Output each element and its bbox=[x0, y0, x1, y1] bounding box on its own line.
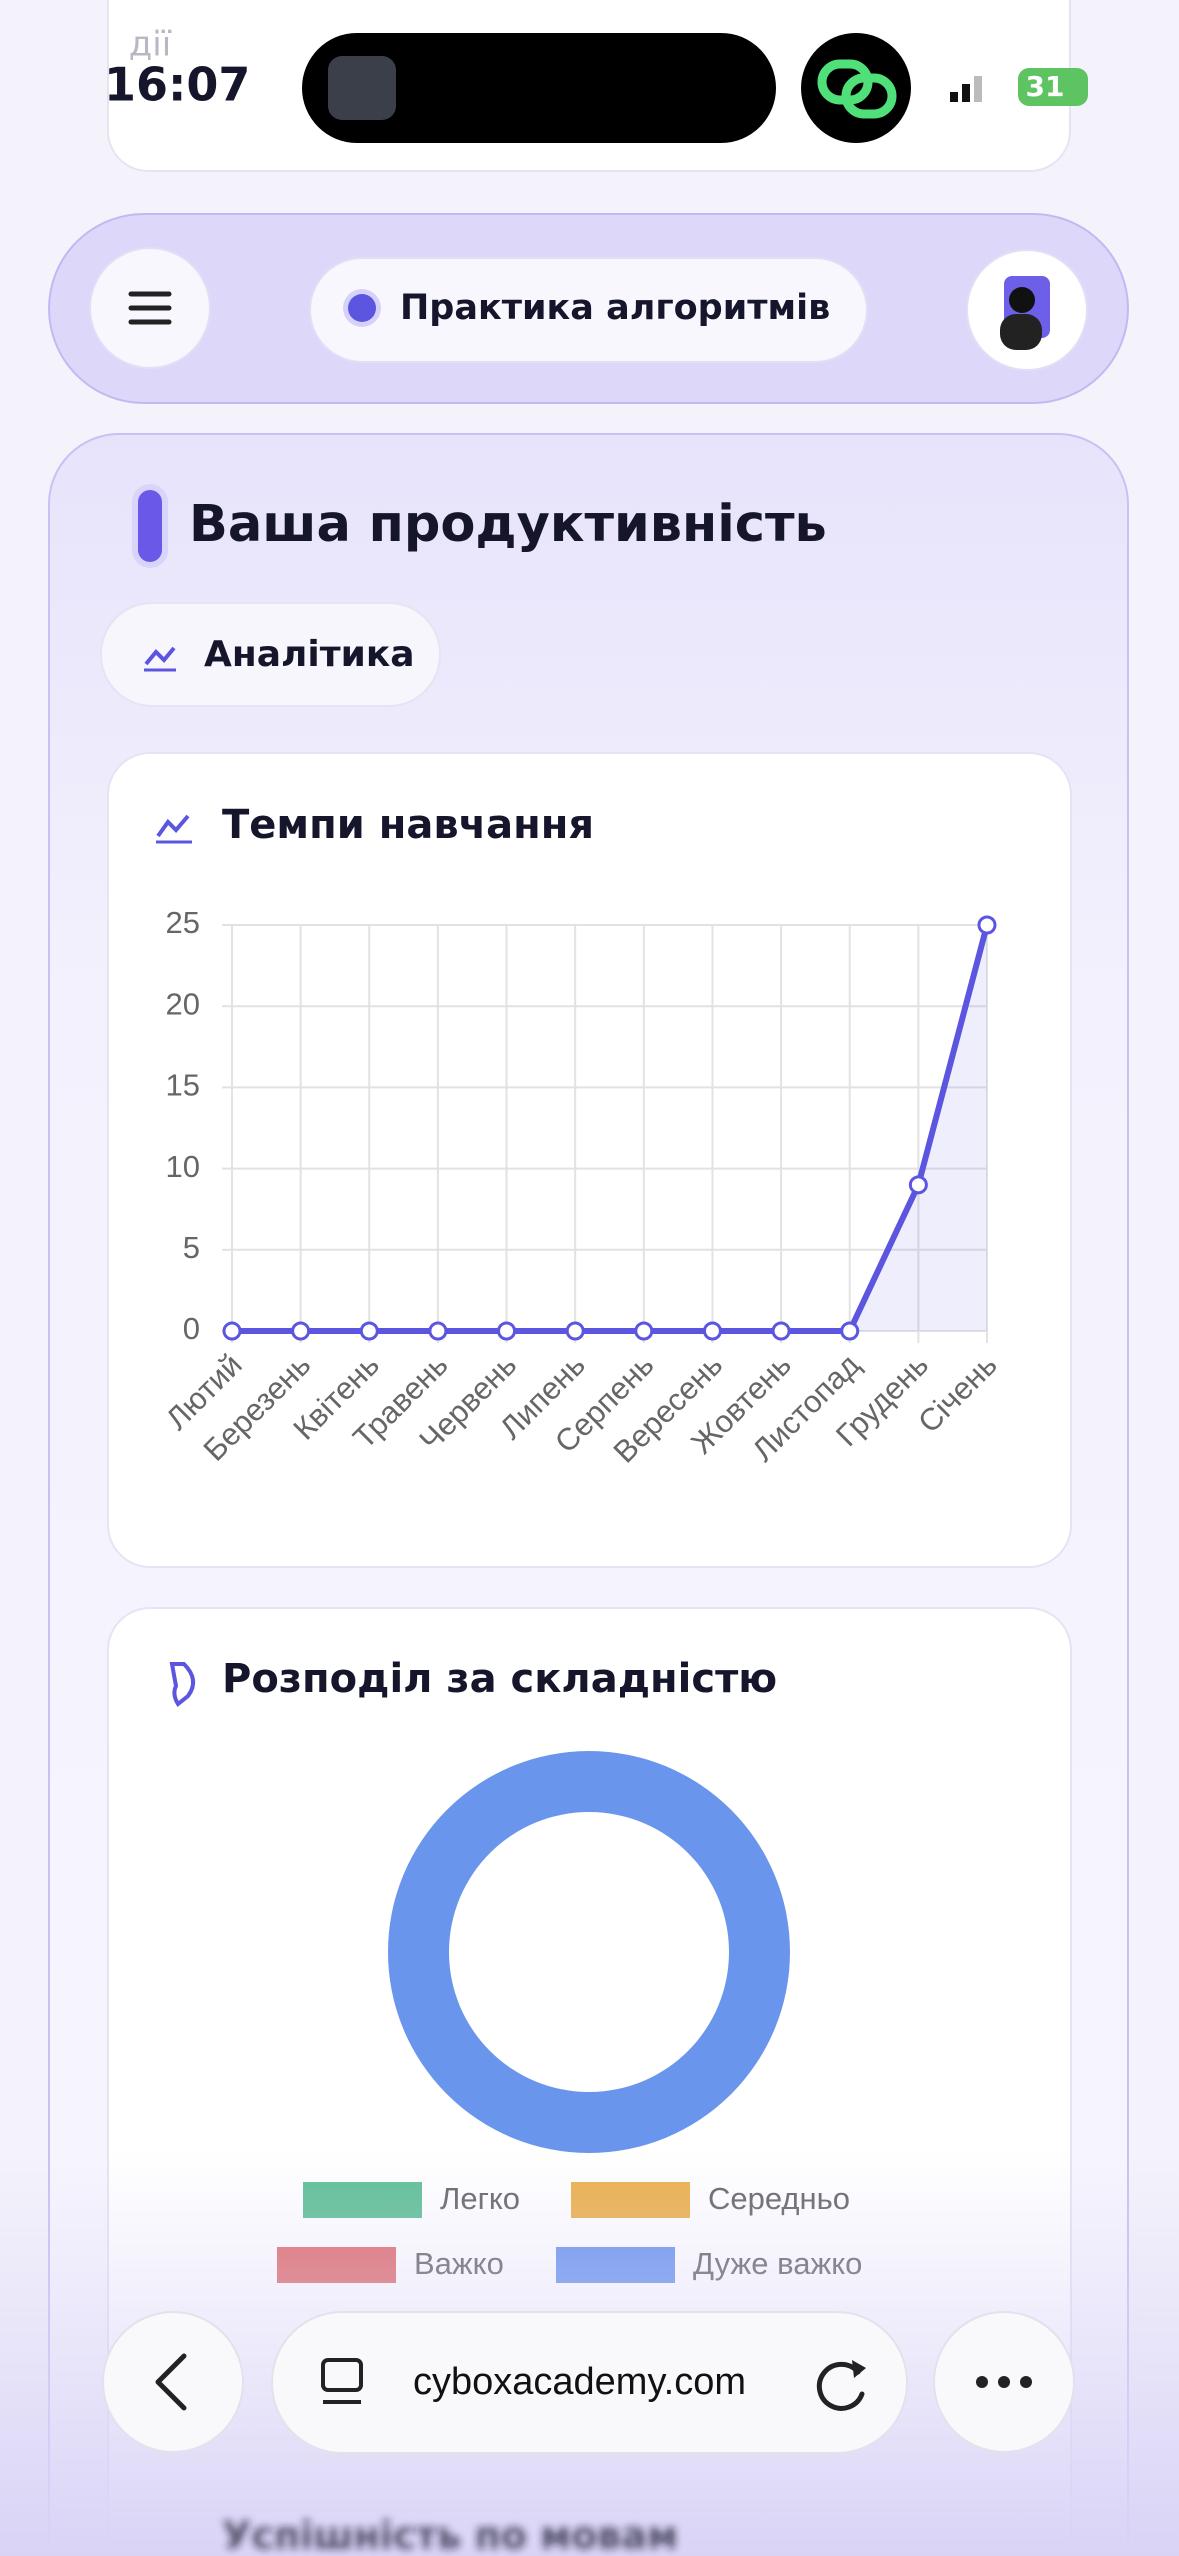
point bbox=[702, 1321, 722, 1341]
battery-level: 31 bbox=[1026, 70, 1065, 103]
dynamic-island bbox=[302, 33, 776, 143]
next-section-title: Успішність по мовам bbox=[222, 2514, 678, 2556]
menu-icon bbox=[128, 291, 172, 325]
tabs-icon bbox=[321, 2358, 363, 2404]
point bbox=[634, 1321, 654, 1341]
y-tick-label: 0 bbox=[183, 1311, 200, 1346]
y-tick-label: 10 bbox=[166, 1149, 200, 1184]
back-icon bbox=[155, 2353, 187, 2411]
url[interactable]: cyboxacademy.com bbox=[413, 2361, 746, 2403]
section-title: Ваша продуктивність bbox=[189, 495, 827, 554]
chart-title: Розподіл за складністю bbox=[222, 1656, 777, 1702]
link-icon bbox=[817, 59, 897, 119]
tab-icon bbox=[144, 646, 176, 666]
signal-icon bbox=[950, 76, 982, 102]
time: 16:07 bbox=[104, 58, 250, 112]
y-tick-label: 15 bbox=[166, 1068, 200, 1103]
avatar-art bbox=[1000, 314, 1042, 350]
point bbox=[497, 1321, 517, 1341]
nav-title: Практика алгоритмів bbox=[400, 288, 830, 328]
status-dot bbox=[348, 294, 376, 322]
app-thumb bbox=[328, 56, 396, 120]
point bbox=[908, 1175, 928, 1195]
chart-card bbox=[107, 752, 1072, 1568]
chart-icon bbox=[156, 814, 190, 838]
tab-pill[interactable] bbox=[100, 602, 441, 707]
point bbox=[291, 1321, 311, 1341]
y-tick-label: 5 bbox=[183, 1230, 200, 1265]
point bbox=[977, 915, 997, 935]
back-button[interactable] bbox=[102, 2311, 244, 2453]
line bbox=[232, 924, 990, 1334]
point bbox=[428, 1321, 448, 1341]
point bbox=[222, 1321, 242, 1341]
chart-title: Темпи навчання bbox=[222, 802, 594, 848]
y-tick-label: 20 bbox=[166, 986, 200, 1021]
more-icon bbox=[976, 2376, 1032, 2388]
slice bbox=[388, 1751, 790, 2153]
point bbox=[771, 1321, 791, 1341]
accent-bar bbox=[138, 490, 162, 562]
reload-icon[interactable] bbox=[816, 2361, 865, 2411]
y-tick-label: 25 bbox=[166, 905, 200, 940]
point bbox=[359, 1321, 379, 1341]
area-fill bbox=[232, 925, 987, 1331]
nav-pill[interactable] bbox=[309, 257, 868, 363]
avatar-art bbox=[1009, 287, 1035, 313]
reload-icon bbox=[852, 2360, 866, 2378]
tab-label: Аналітика bbox=[204, 634, 415, 675]
back-app[interactable]: дії bbox=[129, 25, 172, 65]
point bbox=[840, 1321, 860, 1341]
url-bar[interactable] bbox=[271, 2311, 908, 2454]
point bbox=[565, 1321, 585, 1341]
battery bbox=[1018, 68, 1088, 106]
chart-icon bbox=[169, 1662, 196, 1707]
